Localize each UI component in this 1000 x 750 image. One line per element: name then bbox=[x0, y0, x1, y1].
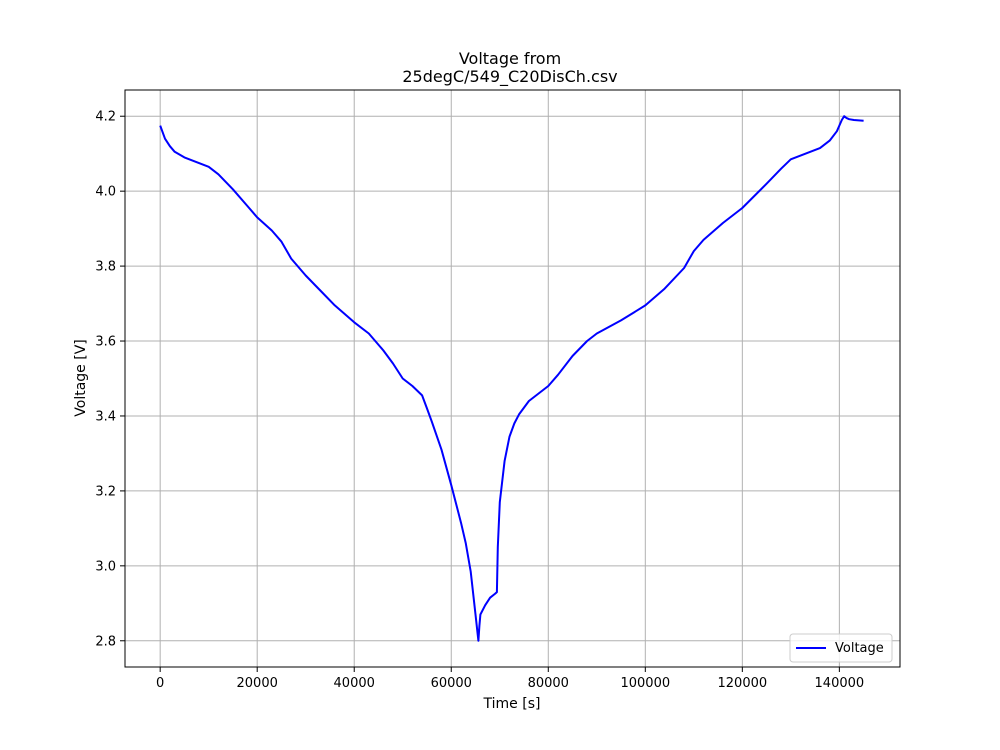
x-tick-label: 100000 bbox=[620, 676, 670, 691]
x-tick-label: 0 bbox=[156, 676, 164, 691]
y-tick-label: 3.4 bbox=[95, 409, 116, 424]
x-tick-label: 140000 bbox=[815, 676, 865, 691]
y-tick-label: 4.2 bbox=[95, 110, 116, 125]
y-tick-label: 3.8 bbox=[95, 260, 116, 275]
y-tick-label: 3.6 bbox=[95, 335, 116, 350]
x-tick-label: 80000 bbox=[528, 676, 569, 691]
chart-title-line1: Voltage from bbox=[459, 49, 561, 68]
x-tick-label: 60000 bbox=[431, 676, 472, 691]
y-tick-label: 4.0 bbox=[95, 185, 116, 200]
chart-title-line2: 25degC/549_C20DisCh.csv bbox=[402, 67, 617, 87]
series-layer bbox=[159, 115, 864, 642]
x-tick-label: 120000 bbox=[718, 676, 768, 691]
legend: Voltage bbox=[789, 633, 893, 663]
ticks: 0 20000 40000 60000 80000 100000 120000 140000 2… bbox=[95, 110, 864, 691]
y-tick-label: 2.8 bbox=[95, 634, 116, 649]
x-tick-label: 40000 bbox=[334, 676, 375, 691]
plot-frame bbox=[124, 89, 901, 668]
y-tick-label: 3.2 bbox=[95, 484, 116, 499]
series-line-voltage bbox=[159, 115, 864, 642]
x-tick-label: 20000 bbox=[237, 676, 278, 691]
y-tick-label: 3.0 bbox=[95, 559, 116, 574]
grid bbox=[125, 90, 900, 667]
y-axis-label: Voltage [V] bbox=[73, 339, 89, 416]
legend-box bbox=[789, 633, 893, 663]
legend-label-voltage: Voltage bbox=[835, 641, 884, 656]
x-axis-label: Time [s] bbox=[483, 696, 541, 712]
